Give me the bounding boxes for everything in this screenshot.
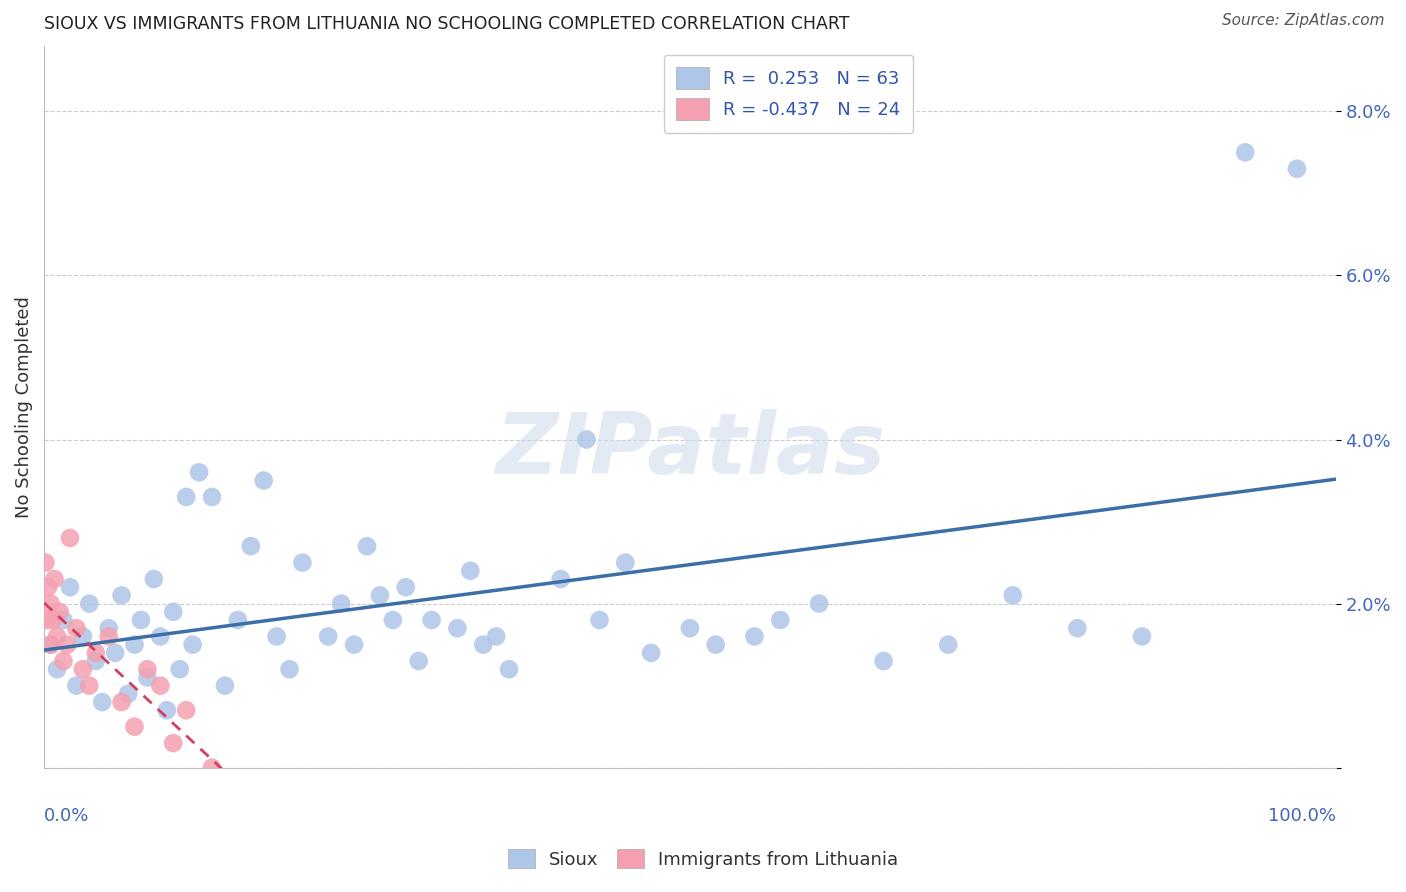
Point bbox=[704, 638, 727, 652]
Point bbox=[97, 629, 120, 643]
Point bbox=[124, 638, 146, 652]
Point bbox=[420, 613, 443, 627]
Point bbox=[239, 539, 262, 553]
Point bbox=[1130, 629, 1153, 643]
Point bbox=[872, 654, 894, 668]
Point bbox=[1285, 161, 1308, 176]
Point bbox=[72, 662, 94, 676]
Point bbox=[37, 580, 59, 594]
Point bbox=[149, 629, 172, 643]
Point bbox=[136, 670, 159, 684]
Point bbox=[356, 539, 378, 553]
Point bbox=[368, 588, 391, 602]
Point bbox=[181, 638, 204, 652]
Point bbox=[936, 638, 959, 652]
Point bbox=[48, 605, 70, 619]
Point bbox=[44, 572, 66, 586]
Point bbox=[142, 572, 165, 586]
Point bbox=[330, 597, 353, 611]
Point bbox=[65, 679, 87, 693]
Point bbox=[91, 695, 114, 709]
Point bbox=[201, 490, 224, 504]
Point bbox=[59, 531, 82, 545]
Point bbox=[104, 646, 127, 660]
Point bbox=[226, 613, 249, 627]
Point bbox=[744, 629, 766, 643]
Point bbox=[42, 613, 65, 627]
Point bbox=[169, 662, 191, 676]
Point bbox=[97, 621, 120, 635]
Point bbox=[291, 556, 314, 570]
Point bbox=[39, 638, 62, 652]
Point bbox=[1234, 145, 1257, 160]
Point bbox=[39, 597, 62, 611]
Point bbox=[1066, 621, 1088, 635]
Point bbox=[640, 646, 662, 660]
Point bbox=[575, 433, 598, 447]
Y-axis label: No Schooling Completed: No Schooling Completed bbox=[15, 296, 32, 517]
Point bbox=[149, 679, 172, 693]
Point bbox=[84, 654, 107, 668]
Point bbox=[550, 572, 572, 586]
Point bbox=[56, 638, 79, 652]
Point bbox=[124, 720, 146, 734]
Text: Source: ZipAtlas.com: Source: ZipAtlas.com bbox=[1222, 13, 1385, 29]
Point bbox=[72, 629, 94, 643]
Point bbox=[79, 597, 101, 611]
Point bbox=[446, 621, 468, 635]
Text: 100.0%: 100.0% bbox=[1268, 807, 1336, 825]
Point bbox=[316, 629, 339, 643]
Text: SIOUX VS IMMIGRANTS FROM LITHUANIA NO SCHOOLING COMPLETED CORRELATION CHART: SIOUX VS IMMIGRANTS FROM LITHUANIA NO SC… bbox=[44, 15, 849, 33]
Point bbox=[117, 687, 139, 701]
Point bbox=[472, 638, 495, 652]
Point bbox=[162, 736, 184, 750]
Point bbox=[110, 695, 132, 709]
Point bbox=[136, 662, 159, 676]
Point bbox=[278, 662, 301, 676]
Point bbox=[614, 556, 637, 570]
Point bbox=[214, 679, 236, 693]
Point bbox=[460, 564, 482, 578]
Point bbox=[498, 662, 520, 676]
Point bbox=[201, 761, 224, 775]
Point bbox=[65, 621, 87, 635]
Legend: R =  0.253   N = 63, R = -0.437   N = 24: R = 0.253 N = 63, R = -0.437 N = 24 bbox=[664, 54, 914, 133]
Point bbox=[588, 613, 610, 627]
Point bbox=[253, 474, 276, 488]
Point bbox=[110, 588, 132, 602]
Point bbox=[129, 613, 152, 627]
Point bbox=[381, 613, 404, 627]
Point bbox=[39, 638, 62, 652]
Point bbox=[485, 629, 508, 643]
Point bbox=[174, 703, 197, 717]
Point bbox=[156, 703, 179, 717]
Text: ZIPatlas: ZIPatlas bbox=[495, 409, 884, 491]
Point bbox=[52, 613, 75, 627]
Point bbox=[266, 629, 288, 643]
Legend: Sioux, Immigrants from Lithuania: Sioux, Immigrants from Lithuania bbox=[501, 842, 905, 876]
Point bbox=[188, 466, 211, 480]
Point bbox=[679, 621, 702, 635]
Point bbox=[46, 629, 69, 643]
Point bbox=[343, 638, 366, 652]
Point bbox=[162, 605, 184, 619]
Point bbox=[1001, 588, 1024, 602]
Point bbox=[395, 580, 418, 594]
Point bbox=[408, 654, 430, 668]
Point bbox=[35, 613, 58, 627]
Text: 0.0%: 0.0% bbox=[44, 807, 90, 825]
Point bbox=[59, 580, 82, 594]
Point bbox=[79, 679, 101, 693]
Point bbox=[174, 490, 197, 504]
Point bbox=[46, 662, 69, 676]
Point bbox=[84, 646, 107, 660]
Point bbox=[52, 654, 75, 668]
Point bbox=[769, 613, 792, 627]
Point bbox=[34, 556, 56, 570]
Point bbox=[808, 597, 831, 611]
